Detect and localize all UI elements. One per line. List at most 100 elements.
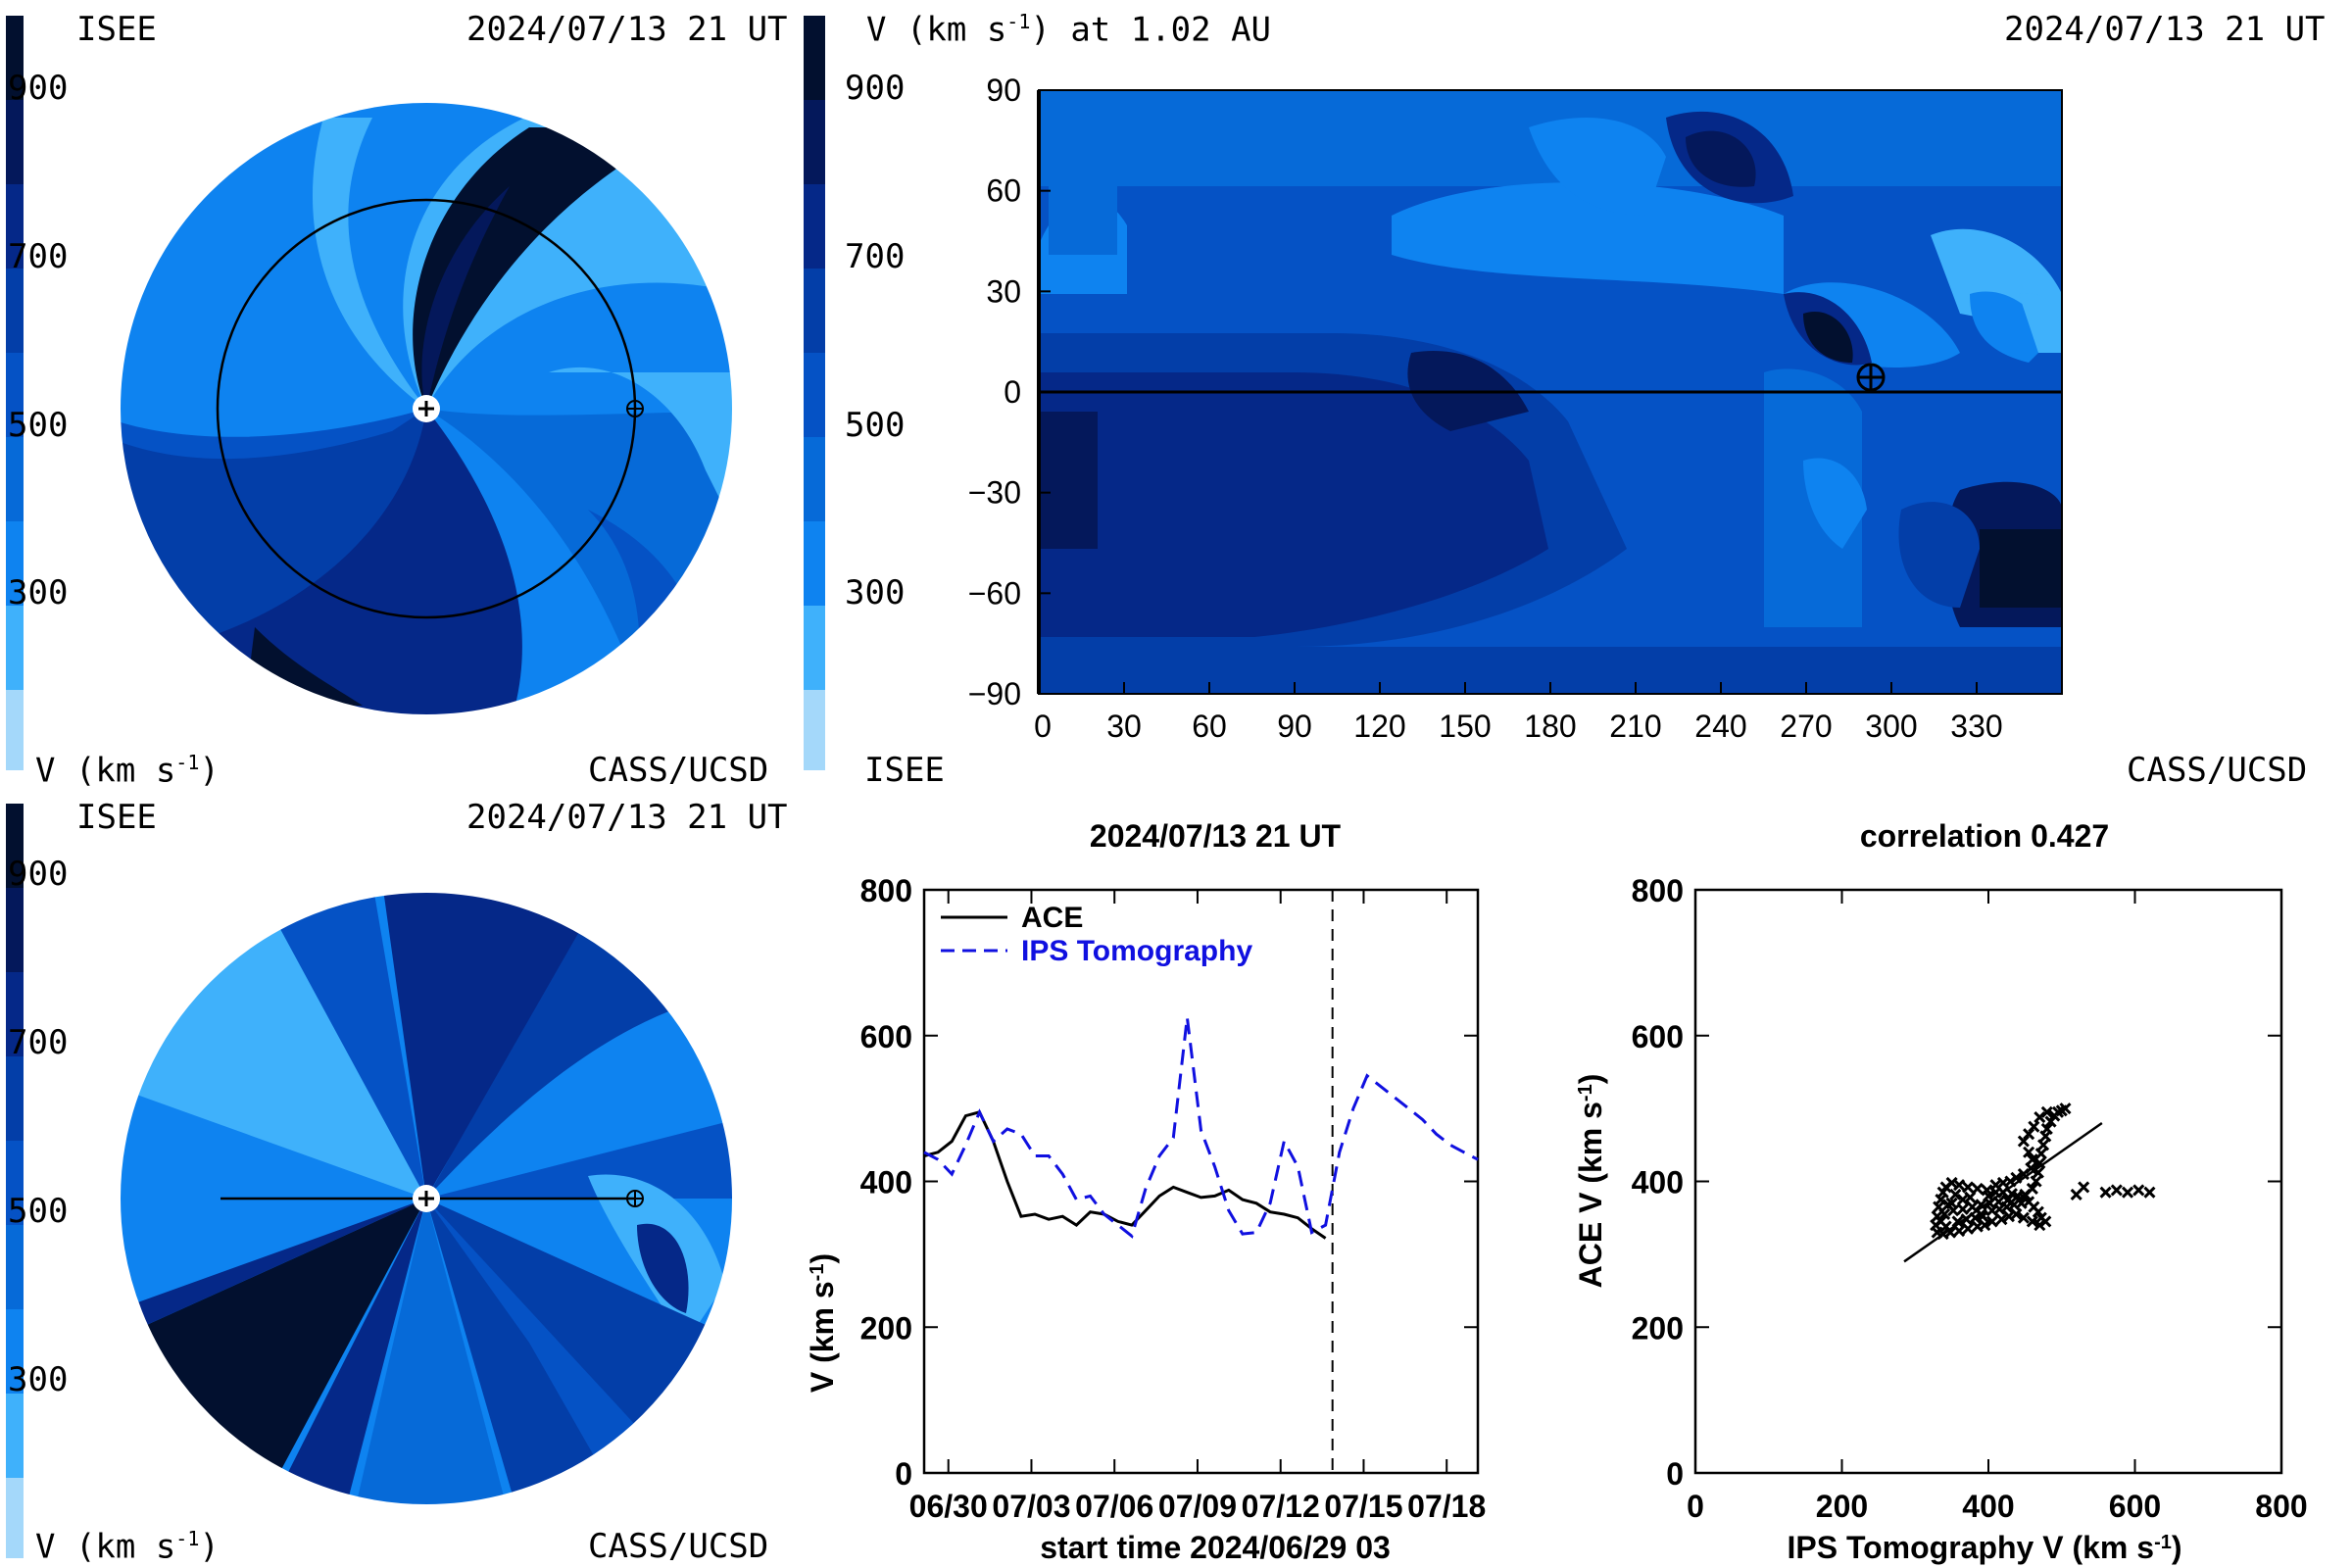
scatter-point [2034, 1110, 2046, 1124]
x-tick-label: 150 [1439, 709, 1491, 744]
scatter-point [1989, 1179, 2002, 1192]
scatter-point [2028, 1120, 2040, 1133]
scatter-point [1971, 1220, 1984, 1233]
scatter-point [2040, 1122, 2053, 1136]
legend: ACE IPS Tomography [941, 902, 1252, 967]
scatter-chart: correlation 0.427 IPS Tomography V (km s… [1573, 818, 2308, 1565]
scatter-point [2044, 1115, 2057, 1128]
legend-label-ace: ACE [1021, 902, 1083, 934]
x-tick-label: 07/15 [1324, 1489, 1402, 1524]
scatter-point [2026, 1215, 2038, 1228]
colorbar [6, 16, 24, 770]
scatter-point [1960, 1213, 1973, 1226]
colorbar [6, 804, 24, 1558]
label-isee: ISEE [76, 798, 157, 837]
scatter-point [2037, 1139, 2050, 1152]
synoptic-heatmap: 0 30 60 90 120 150 180 210 240 270 300 3309060300−3… [968, 73, 2063, 744]
scatter-point [2017, 1135, 2030, 1148]
x-axis-label: start time 2024/06/29 03 [1040, 1530, 1391, 1565]
earth-icon [626, 400, 644, 417]
timestamp: 2024/07/13 21 UT [2004, 10, 2326, 49]
scatter-point [2026, 1182, 2038, 1195]
x-tick-label: 240 [1694, 709, 1746, 744]
scatter-point [2017, 1168, 2030, 1181]
x-tick-label: 600 [2109, 1489, 2161, 1524]
y-tick-label: 30 [986, 273, 1021, 309]
scatter-point [2017, 1211, 2030, 1224]
x-tick-label: 300 [1865, 709, 1917, 744]
scatter-point [1982, 1190, 1995, 1202]
scatter-point [1976, 1210, 1989, 1223]
y-tick-label: 60 [986, 173, 1021, 209]
map-title: V (km s-1) at 1.02 AU [866, 10, 1272, 50]
scatter-point [2015, 1197, 2028, 1209]
x-tick-label: 210 [1609, 709, 1661, 744]
unit-label: V (km s-1) [35, 751, 220, 791]
colorbar-tick: 300 [8, 1360, 69, 1399]
legend-label-ips: IPS Tomography [1021, 935, 1252, 967]
time-series-chart: 2024/07/13 21 UT start time 2024/06/29 0… [805, 818, 1486, 1565]
scatter-point [1962, 1222, 1975, 1235]
ecliptic-disk [119, 101, 734, 716]
scatter-point [2143, 1186, 2156, 1199]
y-tick-label: 400 [860, 1165, 912, 1200]
credit: CASS/UCSD [588, 751, 769, 790]
panel-scatter: correlation 0.427 IPS Tomography V (km s… [1568, 804, 2352, 1568]
scatter-point [1938, 1207, 1951, 1221]
x-tick-label: 07/06 [1075, 1489, 1153, 1524]
x-tick-label: 07/03 [992, 1489, 1070, 1524]
x-tick-label: 30 [1106, 709, 1142, 744]
scatter-point [2032, 1166, 2044, 1179]
x-tick-label: 07/18 [1407, 1489, 1486, 1524]
panel-ecliptic-map: 900 700 500 300 ISEE 2024/07/13 21 UT V … [0, 0, 804, 794]
x-tick-label: 800 [2255, 1489, 2307, 1524]
colorbar-tick: 300 [8, 573, 69, 612]
plot-frame [1693, 888, 2283, 1475]
x-tick-label: 0 [1034, 709, 1052, 744]
scatter-point [2023, 1128, 2035, 1141]
y-tick-label: 400 [1632, 1165, 1684, 1200]
y-tick-label: 200 [1632, 1310, 1684, 1346]
x-tick-label: 400 [1962, 1489, 2014, 1524]
x-tick-label: 200 [1816, 1489, 1868, 1524]
panel-meridional-map: 900 700 500 300 ISEE 2024/07/13 21 UT V … [0, 794, 804, 1568]
scatter-point [2110, 1184, 2123, 1197]
colorbar-tick: 700 [845, 237, 906, 276]
label-isee: ISEE [76, 10, 157, 49]
scatter-point [1956, 1202, 1969, 1215]
y-tick-label: −30 [968, 475, 1021, 511]
x-tick-label: 330 [1950, 709, 2002, 744]
timestamp: 2024/07/13 21 UT [466, 798, 788, 837]
scatter-point [1953, 1225, 1966, 1238]
y-tick-label: 800 [1632, 873, 1684, 908]
unit-label: V (km s-1) [35, 1527, 220, 1567]
credit: CASS/UCSD [2127, 751, 2308, 790]
scatter-point [2039, 1215, 2052, 1228]
label-isee: ISEE [864, 751, 945, 790]
scatter-point [1964, 1191, 1977, 1203]
y-tick-label: 600 [860, 1019, 912, 1054]
scatter-point [2010, 1171, 2023, 1184]
scatter-point [1941, 1199, 1954, 1211]
y-tick-label: −60 [968, 575, 1021, 611]
panel-time-series: 2024/07/13 21 UT start time 2024/06/29 0… [804, 804, 1568, 1568]
y-axis-label: ACE V (km s-1) [1573, 1074, 1608, 1289]
scatter-point [2059, 1102, 2072, 1115]
series-ips-line [923, 1017, 1479, 1239]
colorbar-tick: 900 [8, 69, 69, 108]
credit: CASS/UCSD [588, 1527, 769, 1566]
y-axis-label: V (km s-1) [805, 1253, 840, 1393]
y-tick-label: 800 [860, 873, 912, 908]
colorbar-tick: 300 [845, 573, 906, 612]
x-tick-label: 06/30 [909, 1489, 988, 1524]
colorbar-tick: 500 [845, 406, 906, 445]
colorbar-tick: 900 [845, 69, 906, 108]
colorbar-tick: 500 [8, 406, 69, 445]
scatter-point [1951, 1215, 1964, 1228]
series-ace-line [923, 1110, 1327, 1240]
scatter-point [1949, 1188, 1962, 1200]
x-tick-label: 0 [1687, 1489, 1704, 1524]
x-tick-label: 270 [1780, 709, 1832, 744]
y-tick-label: 0 [1666, 1456, 1684, 1492]
colorbar-tick: 700 [8, 1023, 69, 1062]
